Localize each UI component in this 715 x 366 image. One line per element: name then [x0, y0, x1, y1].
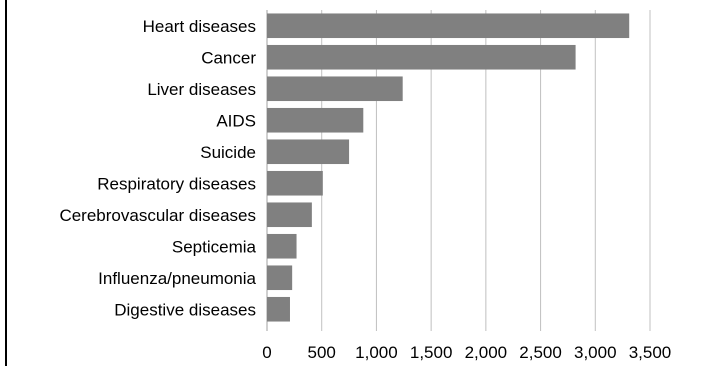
- x-tick-label: 1,500: [410, 343, 453, 362]
- category-label: Respiratory diseases: [97, 174, 256, 193]
- category-label: Influenza/pneumonia: [98, 269, 256, 288]
- bar-influenza-pneumonia: [267, 265, 293, 291]
- category-label: Suicide: [200, 143, 256, 162]
- category-labels: Heart diseases Cancer Liver diseases AIDS Su…: [59, 17, 256, 320]
- bar-cerebrovascular-diseases: [267, 202, 312, 228]
- category-label: Heart diseases: [143, 17, 256, 36]
- category-label: Cancer: [201, 48, 256, 67]
- category-label: AIDS: [216, 111, 256, 130]
- x-tick-label: 1,000: [355, 343, 398, 362]
- bar-suicide: [267, 139, 350, 165]
- bar-septicemia: [267, 233, 297, 259]
- category-label: Cerebrovascular diseases: [59, 206, 256, 225]
- left-border-line: [5, 0, 7, 366]
- x-tick-label: 2,500: [519, 343, 562, 362]
- x-tick-label: 0: [262, 343, 271, 362]
- x-tick-label: 500: [308, 343, 336, 362]
- x-tick-label: 2,000: [465, 343, 508, 362]
- x-tick-labels: 0 500 1,000 1,500 2,000 2,500 3,000 3,500: [262, 343, 671, 362]
- bar-digestive-diseases: [267, 296, 290, 322]
- bar-liver-diseases: [267, 76, 403, 102]
- bar-heart-diseases: [267, 13, 630, 39]
- bar-respiratory-diseases: [267, 170, 323, 196]
- x-tick-label: 3,000: [574, 343, 617, 362]
- category-label: Digestive diseases: [114, 300, 256, 319]
- bar-aids: [267, 107, 364, 133]
- category-label: Septicemia: [172, 237, 257, 256]
- category-label: Liver diseases: [147, 80, 256, 99]
- bar-cancer: [267, 44, 576, 70]
- bars: [267, 13, 630, 322]
- x-tick-label: 3,500: [629, 343, 672, 362]
